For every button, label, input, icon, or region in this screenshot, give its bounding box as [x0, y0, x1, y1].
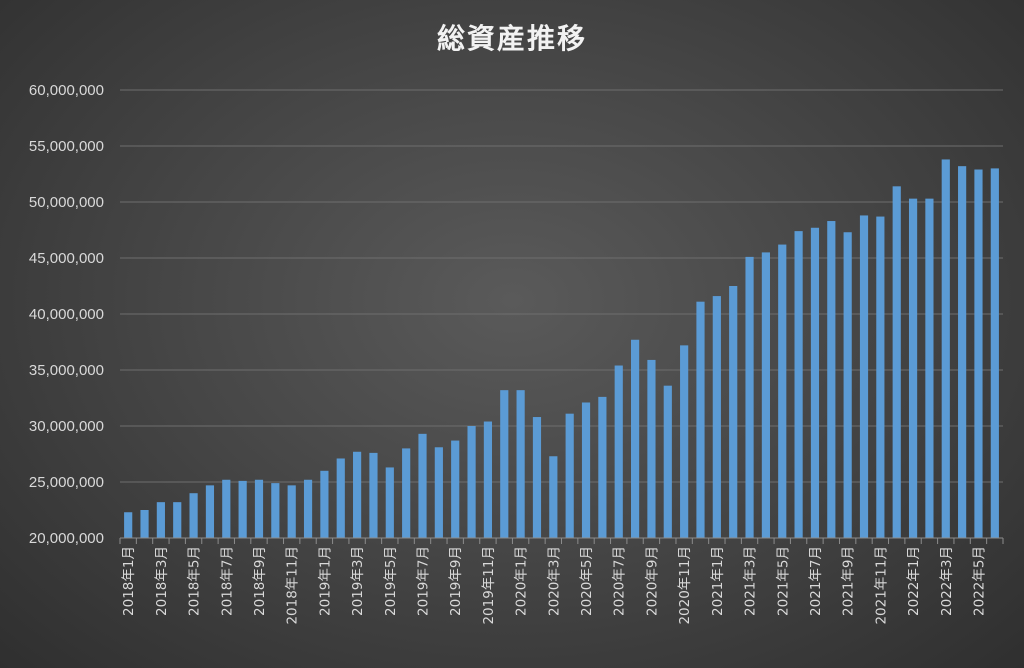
x-tick-label: 2021年11月 — [873, 546, 889, 625]
bar — [647, 359, 656, 538]
y-tick-label: 30,000,000 — [29, 418, 104, 435]
x-tick-label: 2019年11月 — [481, 546, 497, 625]
y-tick-label: 40,000,000 — [29, 306, 104, 323]
x-tick-label: 2020年3月 — [546, 546, 562, 616]
bar — [467, 426, 476, 538]
x-tick-label: 2018年5月 — [187, 546, 203, 616]
bar — [729, 286, 738, 538]
bar — [990, 168, 999, 538]
y-tick-label: 25,000,000 — [29, 474, 104, 491]
x-tick-label: 2019年9月 — [448, 546, 464, 616]
bar — [254, 479, 264, 538]
x-tick-label: 2022年3月 — [939, 546, 955, 616]
x-tick-label: 2019年3月 — [350, 546, 366, 616]
x-tick-label: 2020年5月 — [579, 546, 595, 616]
x-tick-label: 2020年1月 — [514, 546, 530, 616]
bar — [140, 510, 149, 538]
x-tick-label: 2022年1月 — [906, 546, 922, 616]
bar — [663, 385, 672, 538]
bar — [598, 396, 607, 538]
bar — [418, 433, 427, 538]
bar — [385, 467, 394, 538]
x-tick-label: 2018年7月 — [219, 546, 235, 616]
bar — [516, 390, 525, 538]
x-tick-label: 2021年7月 — [808, 546, 824, 616]
x-tick-label: 2021年5月 — [775, 546, 791, 616]
bar — [205, 485, 215, 538]
x-tick-label: 2020年9月 — [644, 546, 660, 616]
x-tick-label: 2022年5月 — [971, 546, 987, 616]
chart-title: 総資産推移 — [437, 22, 587, 55]
bar — [631, 339, 640, 538]
bar — [320, 470, 329, 538]
y-tick-label: 20,000,000 — [29, 530, 104, 547]
bar — [189, 493, 198, 538]
bar — [680, 345, 689, 538]
bar — [859, 215, 869, 538]
bar — [876, 216, 885, 538]
bar — [581, 402, 591, 538]
bar — [238, 480, 247, 538]
bar — [761, 252, 770, 538]
bar — [222, 479, 231, 538]
bar — [696, 301, 705, 538]
x-tick-label: 2018年1月 — [121, 546, 137, 616]
bar — [925, 198, 934, 538]
bar — [336, 458, 345, 538]
x-tick-label: 2019年1月 — [317, 546, 333, 616]
y-tick-label: 60,000,000 — [29, 82, 104, 99]
bar — [549, 456, 558, 538]
bar — [287, 485, 296, 538]
x-tick-label: 2019年5月 — [383, 546, 399, 616]
bar — [778, 244, 787, 538]
y-tick-label: 35,000,000 — [29, 362, 104, 379]
bar — [532, 417, 542, 538]
bar — [500, 390, 509, 538]
bar — [827, 221, 836, 539]
x-tick-label: 2020年7月 — [612, 546, 628, 616]
gridlines — [120, 89, 1003, 483]
bar — [451, 440, 460, 538]
x-tick-label: 2018年3月 — [154, 546, 170, 616]
bar — [958, 166, 967, 538]
bar — [565, 413, 574, 538]
y-tick-label: 55,000,000 — [29, 138, 104, 155]
x-tick-label: 2021年9月 — [841, 546, 857, 616]
bar — [271, 483, 280, 538]
bar — [712, 296, 721, 538]
x-tick-label: 2020年11月 — [677, 546, 693, 625]
bar — [483, 421, 493, 538]
bars — [124, 159, 999, 539]
bar — [173, 502, 182, 538]
bar — [892, 186, 901, 538]
y-tick-label: 45,000,000 — [29, 250, 104, 267]
bar — [614, 365, 623, 538]
bar — [810, 227, 820, 538]
x-tick-label: 2019年7月 — [416, 546, 432, 616]
y-tick-label: 50,000,000 — [29, 194, 104, 211]
bar — [353, 451, 362, 538]
bar — [843, 232, 852, 539]
bar — [124, 512, 133, 538]
x-tick-label: 2021年3月 — [743, 546, 759, 616]
x-tick-label: 2018年11月 — [285, 546, 301, 625]
bar — [402, 448, 411, 538]
bar — [303, 479, 313, 538]
bar — [974, 169, 983, 538]
bar — [434, 447, 443, 538]
x-tick-label: 2021年1月 — [710, 546, 726, 616]
bar — [369, 452, 378, 538]
bar — [794, 231, 803, 538]
y-axis-tick-labels: 20,000,000 25,000,000 30,000,000 35,000,000… — [29, 82, 104, 547]
bar — [745, 256, 754, 538]
bar — [908, 198, 918, 538]
bar — [156, 502, 165, 538]
bar — [941, 159, 950, 538]
x-axis-tick-labels: 2018年1月 2018年3月 2018年5月 2018年7月 2018年9月 2018年… — [119, 538, 1004, 625]
x-tick-label: 2018年9月 — [252, 546, 268, 616]
